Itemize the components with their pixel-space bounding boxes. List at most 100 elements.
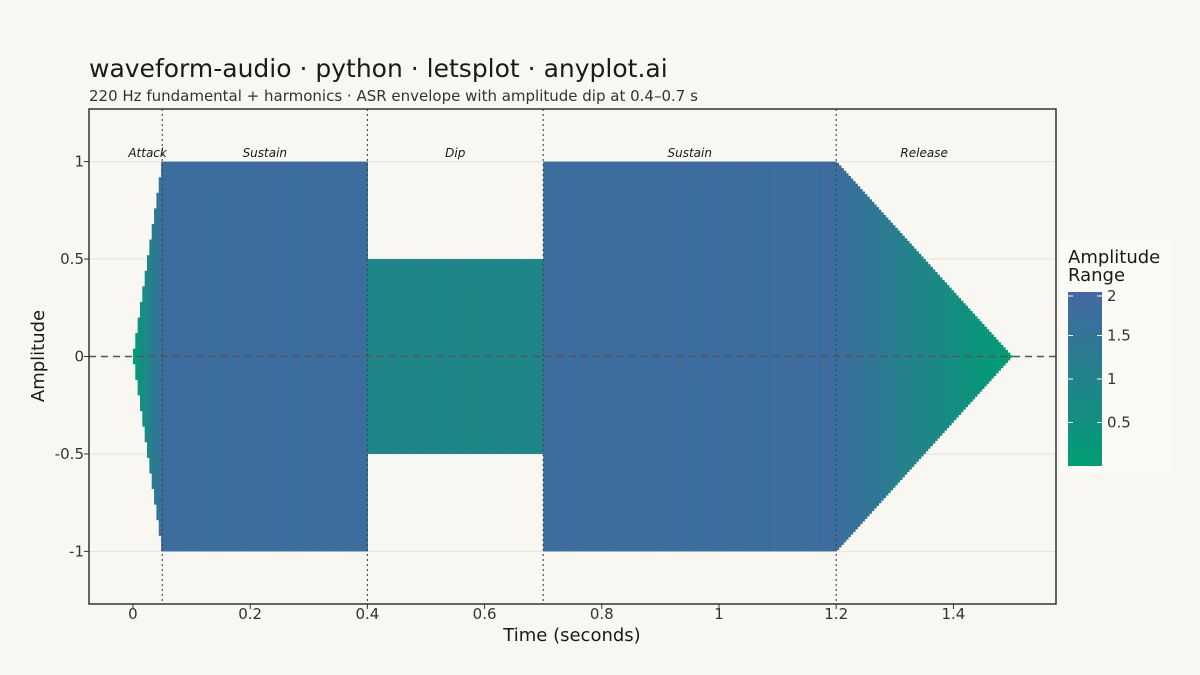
waveform-bar: [254, 161, 258, 552]
waveform-bar: [374, 259, 378, 454]
x-tick-label: 0.4: [355, 605, 379, 623]
waveform-bar: [470, 259, 474, 454]
waveform-bar: [243, 161, 247, 552]
waveform-bar: [191, 161, 195, 552]
waveform-bar: [951, 290, 955, 423]
waveform-bar: [625, 161, 629, 552]
chart-title: waveform-audio · python · letsplot · any…: [89, 54, 668, 83]
waveform-bar: [747, 161, 751, 552]
y-tick-label: 1: [74, 153, 84, 171]
waveform-bar: [758, 161, 762, 552]
waveform-bar: [937, 274, 940, 439]
waveform-bar: [709, 161, 713, 552]
legend-tick-label: 1.5: [1107, 327, 1131, 345]
waveform-bar: [838, 165, 842, 548]
waveform-bar: [901, 235, 905, 478]
y-tick-label: 0.5: [60, 250, 84, 268]
waveform-bar: [360, 161, 364, 552]
waveform-bar: [252, 161, 256, 552]
waveform-bar: [350, 161, 354, 552]
waveform-bar: [266, 161, 270, 552]
waveform-bar: [240, 161, 244, 552]
waveform-bar: [695, 161, 699, 552]
legend-tick-label: 1: [1107, 370, 1117, 388]
waveform-bar: [311, 161, 315, 552]
waveform-bar: [287, 161, 291, 552]
waveform-bar: [505, 259, 509, 454]
waveform-bar: [576, 161, 579, 552]
waveform-bar: [660, 161, 664, 552]
x-tick-label: 0.8: [590, 605, 614, 623]
waveform-bar: [719, 161, 722, 552]
waveform-bar: [336, 161, 340, 552]
waveform-bar: [395, 259, 399, 454]
waveform-bar: [491, 259, 495, 454]
waveform-bar: [840, 168, 844, 545]
axis-ticks: 0 0.2 0.4 0.6 0.8 1 1.2 1.4 1 0.5 0 -0.5 -1: [55, 153, 966, 623]
waveform-bar: [179, 161, 183, 552]
waveform-bar: [922, 259, 926, 454]
waveform-bar: [590, 161, 594, 552]
waveform-bar: [301, 161, 305, 552]
waveform-bar: [215, 161, 218, 552]
waveform-bar: [503, 259, 507, 454]
chart-subtitle: 220 Hz fundamental + harmonics · ASR env…: [89, 87, 698, 105]
waveform-bar: [707, 161, 711, 552]
waveform-bar: [322, 161, 326, 552]
waveform-bar: [639, 161, 643, 552]
x-tick-label: 0.6: [473, 605, 497, 623]
waveform-bar: [205, 161, 209, 552]
waveform-bar: [934, 272, 938, 441]
waveform-bar: [636, 161, 640, 552]
waveform-bar: [913, 248, 917, 465]
waveform-bar: [735, 161, 739, 552]
waveform-bar: [697, 161, 701, 552]
x-axis-title: Time (seconds): [502, 625, 640, 646]
waveform-bar: [878, 209, 882, 504]
waveform-bar: [826, 161, 830, 552]
waveform-bar: [587, 161, 591, 552]
waveform-bar: [599, 161, 603, 552]
waveform-bar: [526, 259, 530, 454]
waveform-bar: [817, 161, 821, 552]
waveform-bar: [229, 161, 233, 552]
waveform-bar: [770, 161, 774, 552]
waveform-bar: [264, 161, 268, 552]
waveform-bar: [407, 259, 411, 454]
waveform-bar: [203, 161, 207, 552]
waveform-bar: [986, 329, 990, 384]
waveform-bar: [482, 259, 486, 454]
waveform-bar: [911, 246, 915, 467]
waveform-bar: [456, 259, 460, 454]
waveform-bar: [962, 303, 966, 410]
waveform-bar: [744, 161, 748, 552]
waveform-bar: [997, 342, 1001, 371]
waveform-bar: [339, 161, 343, 552]
waveform-bar: [925, 261, 929, 452]
waveform-bar: [686, 161, 690, 552]
waveform-bar: [409, 259, 413, 454]
waveform-bar: [435, 259, 439, 454]
waveform-bar: [325, 161, 329, 552]
waveform-bar: [362, 161, 366, 552]
waveform-bar: [794, 161, 797, 552]
waveform-bar: [983, 326, 987, 387]
waveform-bar: [683, 161, 687, 552]
region-label: Sustain: [667, 146, 711, 160]
waveform-bar: [756, 161, 760, 552]
waveform-bar: [170, 161, 174, 552]
waveform-bar: [974, 316, 978, 397]
waveform-bar: [231, 161, 235, 552]
waveform-bar: [733, 161, 737, 552]
waveform-bar: [972, 313, 976, 400]
waveform-bar: [444, 259, 448, 454]
waveform-bar: [479, 259, 483, 454]
waveform-bar: [960, 300, 964, 413]
y-tick-label: -1: [69, 542, 84, 560]
legend-tick-label: 0.5: [1107, 414, 1131, 432]
waveform-bar: [887, 220, 891, 493]
waveform-bar: [421, 259, 425, 454]
waveform-bar: [611, 161, 615, 552]
waveform-bar: [852, 181, 856, 532]
